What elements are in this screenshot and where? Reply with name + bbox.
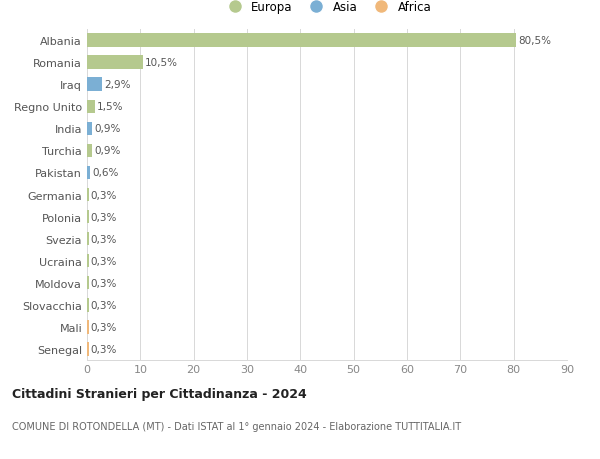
Bar: [87, 56, 143, 69]
Bar: [87, 321, 89, 334]
Bar: [87, 233, 89, 246]
Text: 0,6%: 0,6%: [92, 168, 119, 178]
Bar: [87, 255, 89, 268]
Text: 0,3%: 0,3%: [91, 278, 117, 288]
Text: 0,9%: 0,9%: [94, 146, 121, 156]
Text: 2,9%: 2,9%: [104, 80, 131, 90]
Text: 0,3%: 0,3%: [91, 300, 117, 310]
Text: 0,3%: 0,3%: [91, 322, 117, 332]
Text: 0,3%: 0,3%: [91, 190, 117, 200]
Bar: [87, 167, 90, 179]
Bar: [87, 277, 89, 290]
Text: 0,9%: 0,9%: [94, 124, 121, 134]
Text: 10,5%: 10,5%: [145, 58, 178, 68]
Bar: [87, 343, 89, 356]
Text: 1,5%: 1,5%: [97, 102, 124, 112]
Text: 0,3%: 0,3%: [91, 234, 117, 244]
Text: Cittadini Stranieri per Cittadinanza - 2024: Cittadini Stranieri per Cittadinanza - 2…: [12, 387, 307, 400]
Bar: [87, 299, 89, 312]
Text: 0,3%: 0,3%: [91, 256, 117, 266]
Legend: Europa, Asia, Africa: Europa, Asia, Africa: [218, 0, 436, 18]
Bar: [87, 78, 103, 91]
Bar: [87, 145, 92, 157]
Bar: [87, 211, 89, 224]
Bar: [87, 189, 89, 202]
Text: 80,5%: 80,5%: [518, 36, 551, 46]
Bar: [87, 101, 95, 113]
Bar: [87, 34, 517, 47]
Text: COMUNE DI ROTONDELLA (MT) - Dati ISTAT al 1° gennaio 2024 - Elaborazione TUTTITA: COMUNE DI ROTONDELLA (MT) - Dati ISTAT a…: [12, 421, 461, 431]
Bar: [87, 123, 92, 135]
Text: 0,3%: 0,3%: [91, 212, 117, 222]
Text: 0,3%: 0,3%: [91, 344, 117, 354]
